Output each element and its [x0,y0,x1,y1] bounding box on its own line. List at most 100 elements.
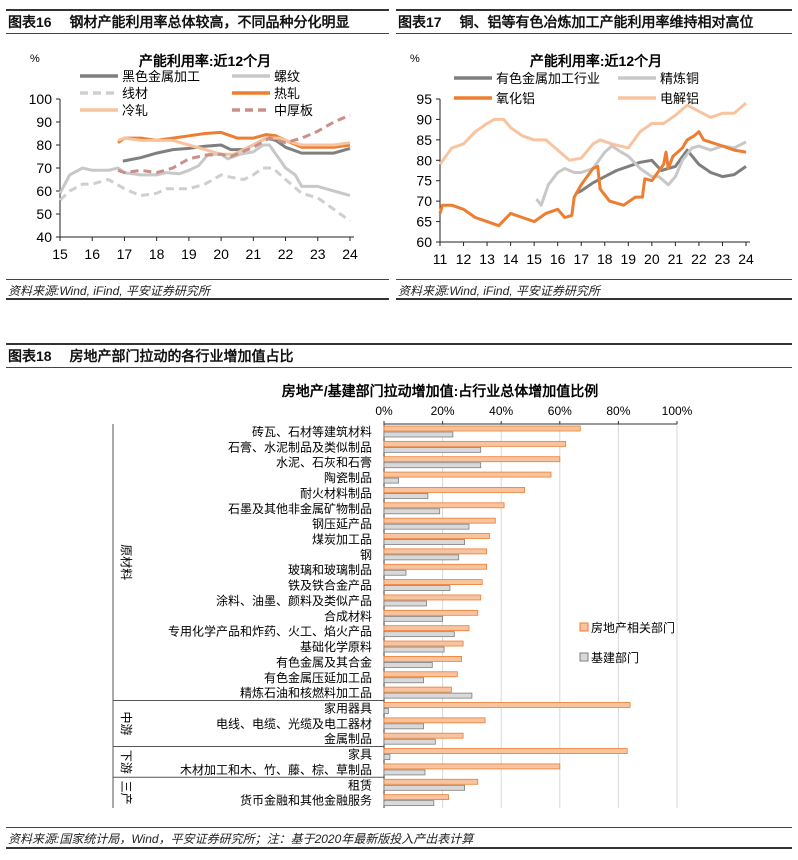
bar-realestate [383,594,482,601]
fig16-top-rule [6,9,389,11]
y-tick-label: 85 [416,132,432,148]
chart-fig18: 房地产/基建部门拉动增加值:占行业总体增加值比例 0% 20% 40% 60% 80% 10… [112,383,693,808]
unit-label: % [30,53,40,65]
x-tick-label: 13 [479,251,495,267]
bar-realestate [383,487,526,493]
legend-label-5: 中厚板 [274,103,313,118]
series-line-1 [535,140,747,207]
fig18-source-rule [6,827,792,828]
bar-realestate [383,440,567,447]
bar-infra [383,723,424,730]
fig16-label: 图表16 [8,14,52,30]
x-tick-label: 16 [84,246,100,262]
bar-infra [383,493,429,499]
category-label: 家具 [348,747,372,762]
chart-title: 房地产/基建部门拉动增加值:占行业总体增加值比例 [282,383,599,399]
x-tick-label: 22 [278,246,294,262]
series-line-2 [58,166,351,223]
fig17-bottom-rule [396,298,792,300]
fig16-bottom-rule [6,298,389,300]
x-tick-label: 80% [606,404,630,418]
category-label: 铁及铁合金产品 [288,578,372,593]
y-tick-label: 60 [36,183,52,199]
fig18-header: 图表18 房地产部门拉动的各行业增加值占比 [8,346,293,366]
bar-realestate [383,548,487,555]
x-tick-label: 20 [213,246,229,262]
fig16-source: 资料来源:Wind, iFind, 平安证券研究所 [8,284,210,298]
x-tick-label: 14 [503,251,519,267]
x-tick-label: 11 [433,251,448,267]
bar-realestate [383,563,487,570]
bar-infra [383,754,391,760]
x-tick-label: 100% [662,404,693,418]
category-label: 石墨及其他非金属矿物制品 [228,501,372,516]
category-label: 金属制品 [324,731,372,746]
y-tick-label: 65 [416,214,432,230]
bar-realestate [383,748,628,754]
bar-realestate [383,502,505,509]
group-label: 原材料 [119,544,133,580]
x-tick-label: 22 [691,251,707,267]
x-tick-label: 21 [668,251,684,267]
bar-realestate [383,686,452,693]
category-label: 货币金融和其他金融服务 [240,793,372,808]
category-label: 钢 [360,548,372,562]
bar-realestate [383,456,561,463]
y-tick-label: 90 [36,114,52,130]
fig18-bottom-rule [6,847,792,849]
series-line-2 [438,130,747,228]
group-label: 三产 [119,781,133,805]
fig17-top-rule [396,9,792,11]
y-tick-label: 80 [36,137,52,153]
category-label: 家用器具 [324,700,372,715]
bar-infra [383,554,460,561]
bar-infra [383,646,445,653]
bar-infra [383,446,482,453]
bar-infra [383,677,424,684]
bar-realestate [383,732,464,739]
bar-realestate [383,794,449,801]
y-tick-label: 95 [416,91,432,107]
y-tick-label: 60 [416,234,432,250]
x-tick-label: 15 [526,251,542,267]
category-label: 合成材料 [324,608,372,623]
fig17-source-rule [396,279,792,280]
category-label: 租赁 [348,778,372,792]
bar-infra [383,539,465,545]
group-label: 中游 [119,712,134,736]
y-tick-label: 50 [36,206,52,222]
legend-swatch-0 [579,622,589,632]
legend-label-3: 热轧 [274,86,300,101]
legend-label-1: 螺纹 [274,69,300,84]
bar-infra [383,431,454,438]
fig17-label: 图表17 [398,14,442,30]
x-tick-label: 24 [342,246,358,262]
bar-realestate [383,778,479,785]
category-label: 煤炭加工品 [312,533,372,547]
legend-label-0: 黑色金属加工 [122,69,200,84]
group-label: 下游 [119,750,133,774]
x-tick-label: 40% [489,404,513,418]
legend-label-2: 线材 [122,86,148,101]
bar-infra [383,523,470,530]
bar-realestate [383,579,483,586]
bar-realestate [383,763,561,770]
category-label: 专用化学产品和炸药、火工、焰火产品 [168,624,372,639]
category-label: 有色金属压延加工品 [264,670,372,685]
x-tick-label: 60% [548,404,572,418]
chart-title: 产能利用率:近12个月 [139,53,271,69]
x-tick-label: 20 [644,251,660,267]
series-line-5 [117,113,351,175]
category-label: 精炼石油和核燃料加工品 [240,685,372,700]
bar-infra [383,508,441,515]
legend-label-3: 电解铝 [660,91,699,106]
category-label: 涂料、油墨、颜料及类似产品 [216,593,372,608]
bar-realestate [383,609,479,616]
fig18-header-rule [6,367,792,368]
fig16-header-rule [6,33,389,34]
bar-infra [383,708,389,714]
y-tick-label: 75 [416,173,432,189]
category-label: 基础化学原料 [300,639,372,654]
